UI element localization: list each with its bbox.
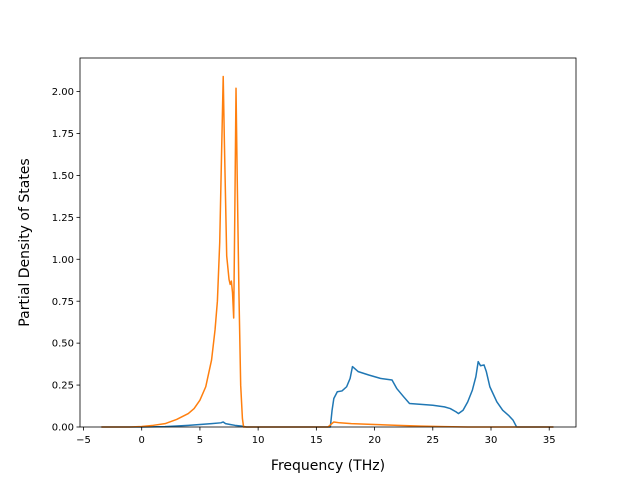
x-tick-label: 25: [426, 435, 439, 446]
y-axis-ticks: 0.00 0.25 0.50 0.75 1.00 1.25 1.50 1.75 2.00: [52, 87, 80, 434]
x-tick-label: 10: [252, 435, 265, 446]
y-tick-label: 0.50: [52, 339, 74, 350]
y-tick-label: 1.00: [52, 255, 74, 266]
axes-frame: [79, 57, 577, 428]
y-tick-label: 1.50: [52, 171, 74, 182]
y-tick-label: 0.75: [52, 297, 74, 308]
x-tick-label: 20: [368, 435, 381, 446]
y-tick-label: 2.00: [52, 87, 74, 98]
x-tick-label: 35: [543, 435, 556, 446]
x-tick-label: −5: [76, 435, 91, 446]
series-layer: [101, 75, 554, 428]
x-tick-label: 30: [485, 435, 498, 446]
series-line-1: [101, 75, 554, 428]
x-tick-label: 15: [310, 435, 323, 446]
series-line-0: [101, 360, 554, 428]
y-tick-label: 0.00: [52, 423, 74, 434]
y-axis-label: Partial Density of States: [17, 158, 33, 326]
axes-background: [80, 58, 576, 427]
y-tick-label: 1.25: [52, 213, 74, 224]
plot-area: [79, 57, 577, 428]
y-tick-label: 0.25: [52, 381, 74, 392]
y-tick-label: 1.75: [52, 129, 74, 140]
x-axis-ticks: −5 0 5 10 15 20 25 30 35: [76, 427, 556, 446]
x-axis-label: Frequency (THz): [271, 458, 385, 474]
x-tick-label: 0: [139, 435, 145, 446]
x-tick-label: 5: [197, 435, 203, 446]
